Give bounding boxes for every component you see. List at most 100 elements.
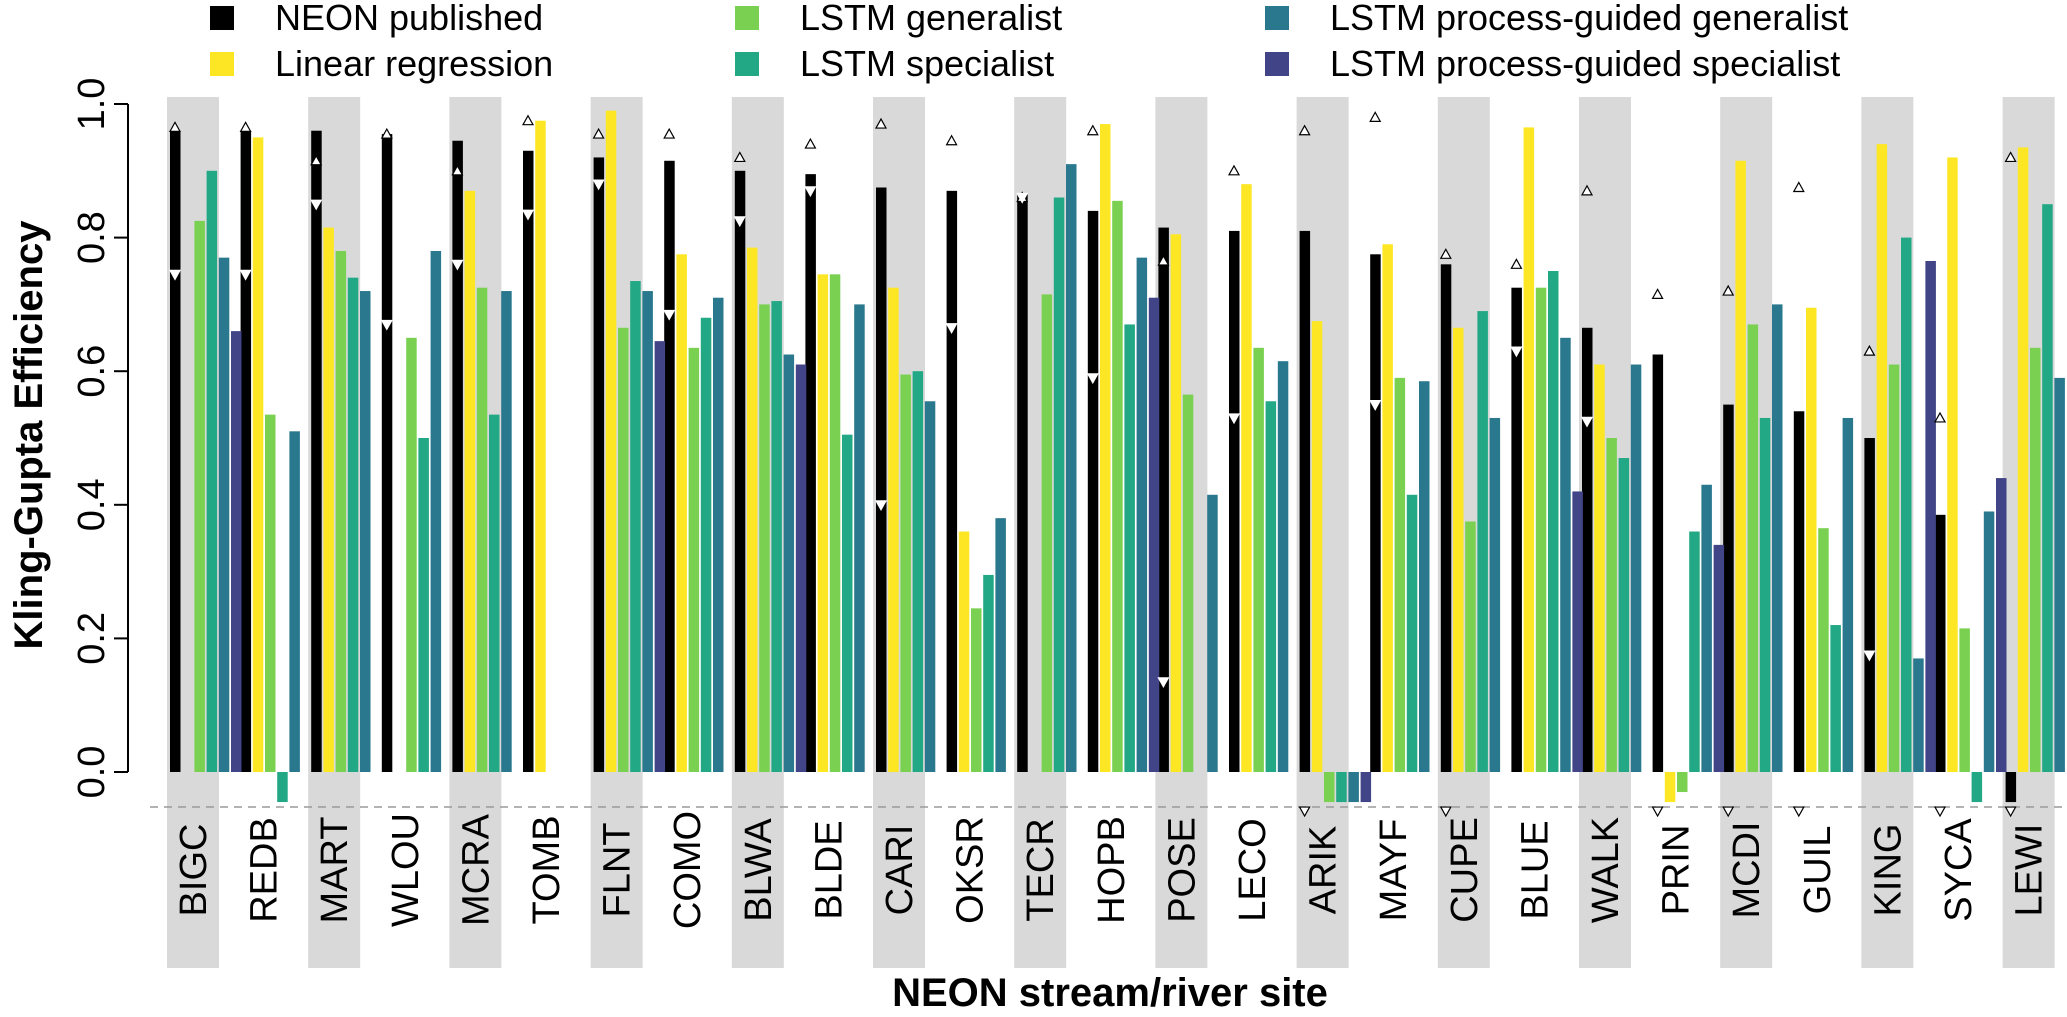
bar-oksr-s2 <box>971 608 982 772</box>
bar-wlou-s2 <box>406 337 417 772</box>
bar-hopb-s0 <box>1087 210 1099 772</box>
bar-arik-s1 <box>1311 321 1323 772</box>
site-label: BLWA <box>738 818 780 922</box>
site-label: PRIN <box>1656 825 1698 916</box>
lower-marker <box>1510 346 1523 358</box>
bar-king-s2 <box>1888 364 1900 772</box>
bar-walk-s3 <box>1618 458 1630 772</box>
legend: NEON published Linear regression LSTM gene… <box>210 0 1848 84</box>
bar-guil-s3 <box>1830 625 1841 772</box>
lower-marker <box>1863 650 1876 662</box>
bar-bigc-s3 <box>206 170 218 773</box>
bar-oksr-s3 <box>983 574 994 772</box>
bar-flnt-s4 <box>642 291 653 772</box>
lower-marker <box>663 309 676 321</box>
bar-tecr-s2 <box>1041 294 1053 772</box>
site-label: BLDE <box>808 820 850 919</box>
bar-walk-s1 <box>1594 364 1605 772</box>
upper-marker <box>592 127 605 139</box>
site-label: KING <box>1867 824 1909 917</box>
bar-mcra-s3 <box>489 414 500 772</box>
site-label: MCDI <box>1726 821 1768 918</box>
bar-blde-s2 <box>829 274 841 772</box>
bar-blue-s3 <box>1548 271 1559 772</box>
site-label: LECO <box>1232 818 1274 921</box>
bar-king-s1 <box>1876 144 1888 772</box>
reference-markers <box>168 111 2017 818</box>
lower-marker <box>521 209 535 221</box>
bar-cari-s0 <box>876 187 887 772</box>
bar-prin-s5 <box>1713 544 1725 772</box>
bar-cupe-s0 <box>1440 264 1452 772</box>
bar-tecr-s0 <box>1017 194 1028 772</box>
lower-marker <box>1086 373 1099 385</box>
bar-prin-s1 <box>1664 772 1676 803</box>
site-label: MART <box>314 817 356 924</box>
upper-marker <box>1298 124 1311 136</box>
bar-mcdi-s1 <box>1735 160 1746 772</box>
bar-blwa-s1 <box>747 247 758 772</box>
site-label: LEWI <box>2009 824 2051 917</box>
bar-cari-s2 <box>900 374 911 772</box>
bar-prin-s0 <box>1652 354 1664 772</box>
bar-blue-s1 <box>1523 127 1535 772</box>
bar-leco-s1 <box>1241 184 1252 772</box>
lower-marker <box>1157 677 1170 689</box>
bar-syca-s3 <box>1971 772 1983 803</box>
bar-arik-s5 <box>1360 772 1372 803</box>
bar-guil-s1 <box>1806 307 1817 772</box>
bar-como-s1 <box>676 254 687 773</box>
bar-hopb-s1 <box>1100 124 1111 773</box>
upper-marker <box>1157 254 1170 266</box>
legend-label: LSTM process-guided generalist <box>1330 0 1848 38</box>
upper-marker <box>1792 181 1805 193</box>
bar-redb-s0 <box>240 130 252 773</box>
bar-blue-s5 <box>1572 491 1583 772</box>
site-label: WALK <box>1585 817 1627 923</box>
y-tick-label: 0.4 <box>71 478 113 531</box>
bar-syca-s5 <box>1996 478 2007 772</box>
legend-label: LSTM specialist <box>800 43 1054 84</box>
bar-blde-s0 <box>805 174 816 772</box>
legend-swatch <box>735 6 759 30</box>
lower-marker <box>239 269 252 281</box>
lower-marker <box>804 186 817 198</box>
legend-label: LSTM process-guided specialist <box>1330 43 1840 84</box>
bar-arik-s0 <box>1299 230 1311 773</box>
bar-mayf-s4 <box>1419 381 1430 772</box>
upper-marker <box>451 164 464 176</box>
bar-mcra-s2 <box>476 287 488 772</box>
bar-mcdi-s3 <box>1759 417 1771 772</box>
bar-hopb-s4 <box>1136 257 1148 772</box>
upper-marker <box>663 127 676 139</box>
bar-flnt-s1 <box>605 110 617 773</box>
site-labels: BIGC REDB MART WLOU MCRA TOMB FLNT COMO BLWA BLDE… <box>173 811 2051 929</box>
bar-arik-s4 <box>1348 772 1359 803</box>
bar-tomb-s1 <box>535 120 546 772</box>
bar-mcdi-s0 <box>1723 404 1734 772</box>
site-label: REDB <box>244 817 286 923</box>
lower-marker <box>1651 806 1664 818</box>
bar-syca-s0 <box>1935 514 1946 772</box>
bar-tecr-s4 <box>1066 164 1077 772</box>
upper-marker <box>168 121 182 132</box>
site-label: BLUE <box>1514 820 1556 919</box>
lower-marker <box>1298 806 1311 818</box>
bar-mart-s0 <box>311 130 322 773</box>
lower-marker <box>733 216 746 228</box>
lower-marker <box>1369 400 1382 411</box>
lower-marker <box>310 199 323 211</box>
bar-leco-s2 <box>1253 347 1264 772</box>
bar-walk-s0 <box>1582 327 1593 772</box>
legend-swatch <box>210 52 234 76</box>
upper-marker <box>310 154 323 166</box>
bar-tomb-s0 <box>523 150 534 772</box>
lower-marker <box>1580 416 1594 428</box>
bar-blde-s4 <box>854 304 865 772</box>
legend-swatch <box>735 52 759 76</box>
bar-mayf-s0 <box>1370 254 1381 773</box>
bar-oksr-s0 <box>946 190 958 773</box>
bar-leco-s0 <box>1229 230 1240 773</box>
lower-marker <box>168 269 182 281</box>
bar-blde-s1 <box>817 274 829 772</box>
